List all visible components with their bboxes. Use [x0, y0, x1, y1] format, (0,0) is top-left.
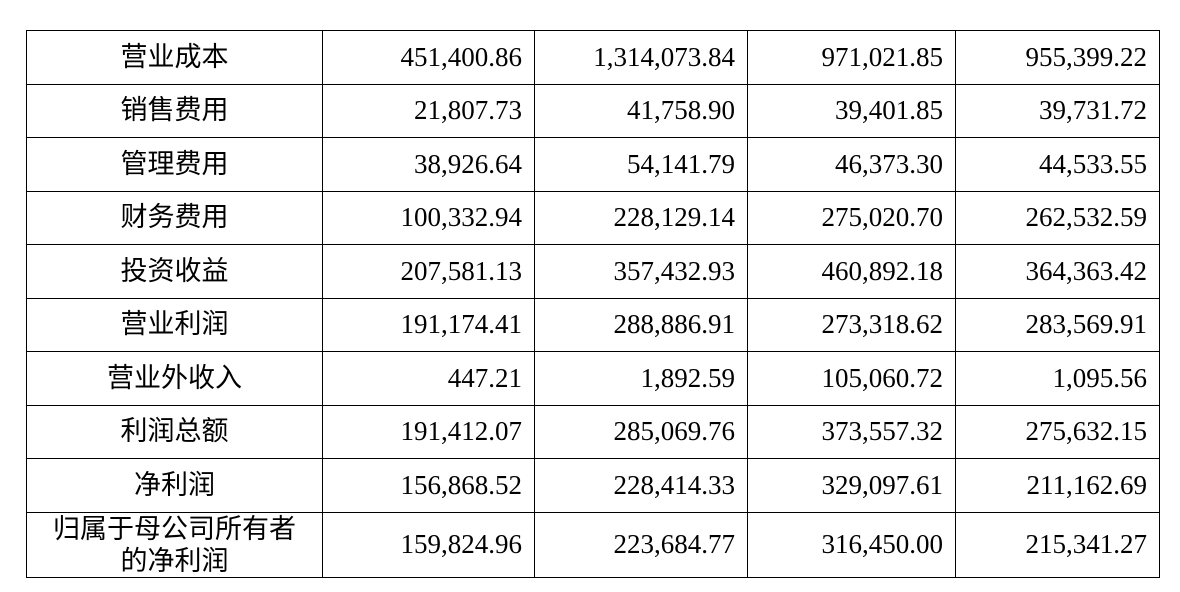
financial-table: 营业成本 451,400.86 1,314,073.84 971,021.85 …	[26, 30, 1160, 579]
table-row-finance-expense: 财务费用 100,332.94 228,129.14 275,020.70 26…	[26, 190, 1160, 245]
cell-value: 275,020.70	[747, 190, 956, 245]
cell-value: 329,097.61	[747, 458, 956, 513]
cell-value: 100,332.94	[322, 190, 535, 245]
cell-value: 191,174.41	[322, 297, 535, 352]
table-row-net-profit: 净利润 156,868.52 228,414.33 329,097.61 211…	[26, 458, 1160, 513]
row-label: 财务费用	[26, 190, 323, 245]
cell-value: 38,926.64	[322, 137, 535, 192]
cell-value: 207,581.13	[322, 244, 535, 299]
cell-value: 262,532.59	[955, 190, 1160, 245]
table-row-non-operating-income: 营业外收入 447.21 1,892.59 105,060.72 1,095.5…	[26, 351, 1160, 406]
cell-value: 156,868.52	[322, 458, 535, 513]
cell-value: 283,569.91	[955, 297, 1160, 352]
cell-value: 159,824.96	[322, 511, 535, 579]
row-label-line-1: 归属于母公司所有者	[53, 513, 296, 544]
row-label: 营业成本	[26, 30, 323, 85]
cell-value: 41,758.90	[534, 83, 748, 138]
cell-value: 211,162.69	[955, 458, 1160, 513]
cell-value: 54,141.79	[534, 137, 748, 192]
row-label: 归属于母公司所有者 的净利润	[26, 511, 323, 579]
row-label: 营业外收入	[26, 351, 323, 406]
cell-value: 447.21	[322, 351, 535, 406]
table-row-investment-income: 投资收益 207,581.13 357,432.93 460,892.18 36…	[26, 244, 1160, 299]
cell-value: 228,414.33	[534, 458, 748, 513]
cell-value: 971,021.85	[747, 30, 956, 85]
cell-value: 223,684.77	[534, 511, 748, 579]
cell-value: 273,318.62	[747, 297, 956, 352]
row-label: 投资收益	[26, 244, 323, 299]
cell-value: 21,807.73	[322, 83, 535, 138]
cell-value: 460,892.18	[747, 244, 956, 299]
row-label: 利润总额	[26, 404, 323, 459]
row-label: 管理费用	[26, 137, 323, 192]
row-label: 净利润	[26, 458, 323, 513]
cell-value: 105,060.72	[747, 351, 956, 406]
cell-value: 39,731.72	[955, 83, 1160, 138]
cell-value: 364,363.42	[955, 244, 1160, 299]
cell-value: 215,341.27	[955, 511, 1160, 579]
row-label: 营业利润	[26, 297, 323, 352]
cell-value: 285,069.76	[534, 404, 748, 459]
cell-value: 316,450.00	[747, 511, 956, 579]
table-row-admin-expense: 管理费用 38,926.64 54,141.79 46,373.30 44,53…	[26, 137, 1160, 192]
table-row-net-profit-parent: 归属于母公司所有者 的净利润 159,824.96 223,684.77 316…	[26, 511, 1160, 579]
cell-value: 46,373.30	[747, 137, 956, 192]
cell-value: 1,314,073.84	[534, 30, 748, 85]
cell-value: 955,399.22	[955, 30, 1160, 85]
table-row-selling-expense: 销售费用 21,807.73 41,758.90 39,401.85 39,73…	[26, 83, 1160, 138]
cell-value: 1,892.59	[534, 351, 748, 406]
table-row-operating-cost: 营业成本 451,400.86 1,314,073.84 971,021.85 …	[26, 30, 1160, 85]
table-row-operating-profit: 营业利润 191,174.41 288,886.91 273,318.62 28…	[26, 297, 1160, 352]
cell-value: 191,412.07	[322, 404, 535, 459]
cell-value: 44,533.55	[955, 137, 1160, 192]
cell-value: 357,432.93	[534, 244, 748, 299]
cell-value: 275,632.15	[955, 404, 1160, 459]
cell-value: 39,401.85	[747, 83, 956, 138]
cell-value: 373,557.32	[747, 404, 956, 459]
row-label-line-2: 的净利润	[120, 545, 229, 576]
cell-value: 228,129.14	[534, 190, 748, 245]
cell-value: 1,095.56	[955, 351, 1160, 406]
cell-value: 451,400.86	[322, 30, 535, 85]
cell-value: 288,886.91	[534, 297, 748, 352]
table-row-total-profit: 利润总额 191,412.07 285,069.76 373,557.32 27…	[26, 404, 1160, 459]
row-label: 销售费用	[26, 83, 323, 138]
